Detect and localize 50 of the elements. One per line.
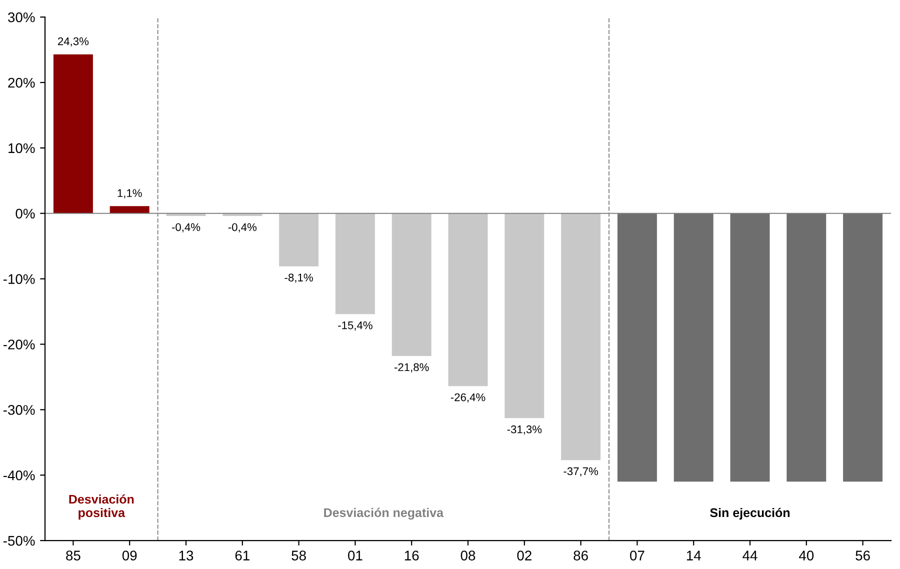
data-label: -8,1% [284,274,313,283]
y-tick-label: 30% [8,12,35,22]
data-label: 1,1% [118,189,142,198]
data-label: -21,8% [394,363,429,372]
y-tick-label: 20% [8,78,35,88]
x-tick-label: 16 [404,550,419,560]
bar [617,213,657,482]
data-label: -26,4% [450,393,486,403]
annotation: Sin ejecución [710,508,790,520]
x-tick-label: 08 [460,550,476,560]
annotation: Desviación negativa [324,508,444,520]
y-tick-label: 10% [8,143,35,154]
annotation: Desviación positiva [69,494,134,520]
y-tick-label: -20% [3,340,35,350]
data-label: -0,4% [228,223,257,232]
x-tick-label: 02 [517,550,532,560]
bar [279,213,319,266]
x-tick-label: 09 [122,550,137,560]
data-label: -15,4% [338,321,372,331]
x-tick-label: 13 [179,550,194,560]
y-tick-label: -30% [3,405,35,415]
data-label: -0,4% [172,223,200,232]
y-tick-label: -40% [3,470,35,480]
bar [843,213,883,482]
x-tick-label: 01 [348,550,362,560]
x-tick-label: 07 [630,550,644,560]
data-label: 24,3% [58,37,89,47]
bar [786,213,826,482]
x-tick-label: 40 [798,550,814,560]
bar [392,213,432,356]
bar [504,213,544,418]
x-tick-label: 58 [292,550,306,560]
y-tick-label: -50% [3,536,35,546]
bar [674,213,714,482]
x-tick-label: 14 [686,550,701,560]
x-tick-label: 61 [235,550,250,560]
bar [110,206,150,214]
bar [53,54,93,214]
x-tick-label: 56 [856,550,870,560]
bar [335,213,375,314]
data-label: -37,7% [564,467,598,476]
bar [561,213,601,460]
x-tick-label: 85 [66,550,80,560]
y-tick-label: -10% [3,274,35,284]
bar [730,213,770,482]
y-tick-label: 0% [16,208,35,219]
x-tick-label: 44 [742,550,758,560]
data-label: -31,3% [507,425,542,435]
bar [448,213,488,386]
x-tick-label: 86 [574,550,588,560]
